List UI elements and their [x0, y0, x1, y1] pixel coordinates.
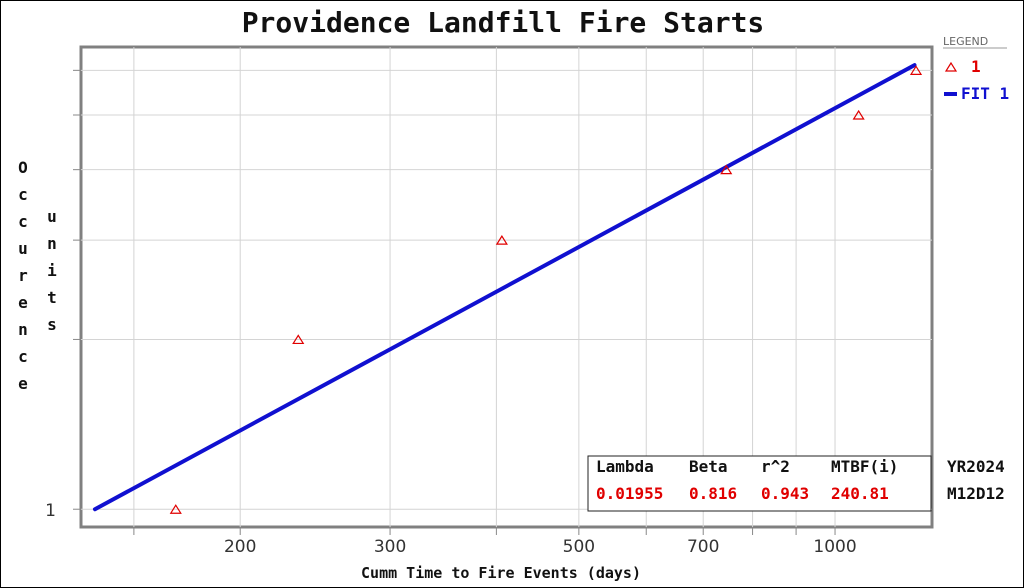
y-label-letter: u	[47, 207, 57, 226]
stats-value-mtbf: 240.81	[831, 484, 889, 503]
stats-box-border	[587, 455, 932, 512]
data-point	[169, 504, 182, 514]
side-text-date: M12D12	[947, 484, 1005, 503]
x-axis-label: Cumm Time to Fire Events (days)	[361, 564, 641, 582]
y-label-letter: e	[18, 374, 28, 393]
grid-lines	[81, 47, 932, 527]
legend-marker-triangle-icon	[944, 61, 958, 72]
series-group	[92, 63, 923, 514]
stats-value-r2: 0.943	[761, 484, 809, 503]
stats-header-r2: r^2	[761, 457, 790, 476]
data-point	[852, 109, 865, 120]
y-label-letter: c	[18, 347, 28, 366]
chart-title: Providence Landfill Fire Starts	[242, 6, 765, 39]
x-tick-label: 700	[687, 537, 719, 557]
legend-title: LEGEND	[943, 35, 988, 48]
y-label-letter: t	[47, 288, 57, 307]
stats-header-lambda: Lambda	[596, 457, 654, 476]
data-point	[495, 234, 508, 245]
x-tick-label: 200	[224, 537, 256, 557]
data-point	[909, 65, 923, 75]
y-label-letter: r	[18, 266, 28, 285]
y-tick-label: 1	[45, 501, 56, 521]
x-tick-label: 500	[563, 537, 595, 557]
stats-header-mtbf: MTBF(i)	[831, 457, 898, 476]
y-label-letter: O	[18, 158, 28, 177]
stats-box: Lambda Beta r^2 MTBF(i) 0.01955 0.816 0.…	[587, 455, 932, 512]
y-label-letter: e	[18, 293, 28, 312]
y-label-letter: i	[47, 261, 57, 280]
axis-ticks: 200 300 500 700 1000 1	[45, 69, 857, 557]
y-label-letter: c	[18, 185, 28, 204]
data-point	[720, 164, 733, 175]
side-text-year: YR2024	[947, 457, 1005, 476]
y-label-letter: n	[18, 320, 28, 339]
y-label-letter: c	[18, 212, 28, 231]
stats-value-lambda: 0.01955	[596, 484, 663, 503]
stats-header-beta: Beta	[689, 457, 728, 476]
stats-value-beta: 0.816	[689, 484, 737, 503]
data-point	[292, 334, 305, 345]
legend: LEGEND 1 FIT 1	[943, 35, 1009, 103]
x-tick-label: 300	[374, 537, 406, 557]
legend-label-series-1: 1	[971, 57, 981, 76]
x-tick-label: 1000	[813, 537, 856, 557]
y-label-letter: s	[47, 315, 57, 334]
y-label-letter: u	[18, 239, 28, 258]
legend-label-fit-1: FIT 1	[961, 84, 1009, 103]
fit-line	[92, 63, 917, 512]
y-label-letter: n	[47, 234, 57, 253]
